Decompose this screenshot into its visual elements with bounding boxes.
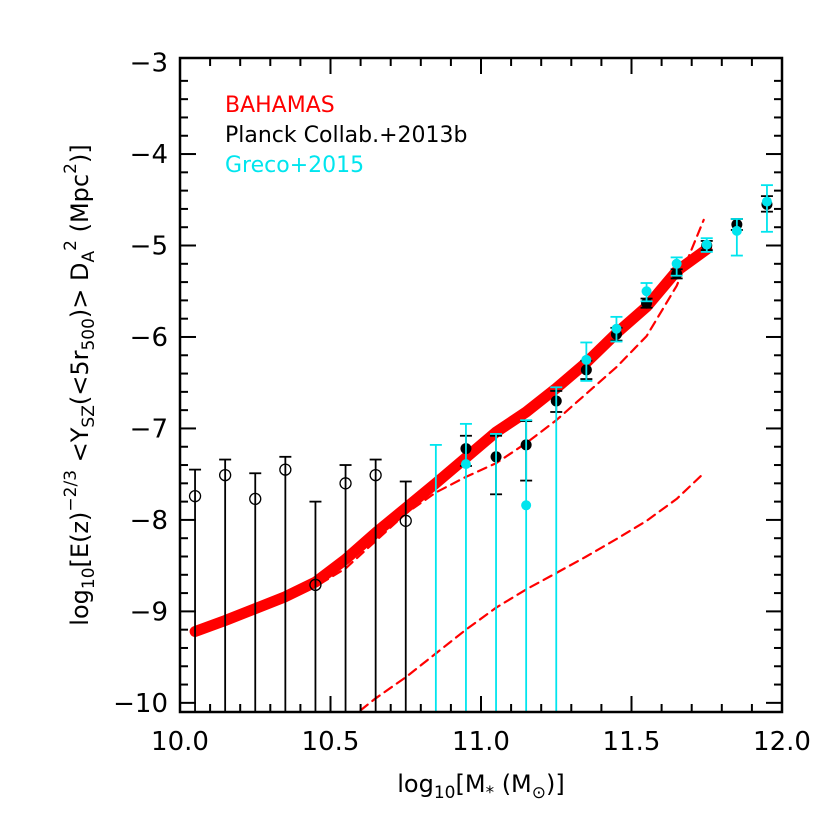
greco-point [611, 323, 622, 334]
greco-point [731, 225, 742, 236]
x-axis-title: log10[M* (M⊙)] [397, 770, 565, 803]
x-tick-label: 10.5 [302, 727, 360, 757]
y-tick-label: −10 [113, 689, 168, 719]
y-tick-label: −6 [130, 323, 168, 353]
legend-entry-planck: Planck Collab.+2013b [225, 123, 468, 148]
planck-point [249, 492, 262, 506]
x-tick-label: 12.0 [753, 727, 811, 757]
greco-point [701, 239, 712, 250]
ticks-layer: 10.0 10.5 11.0 11.5 12.0 −10 −9 −8 −7 −6 −5 −4 −3 [113, 49, 811, 757]
legend-entry-greco: Greco+2015 [225, 153, 364, 178]
greco-point [460, 459, 471, 470]
planck-point [339, 477, 352, 490]
planck-point [369, 468, 382, 482]
y-tick-label: −8 [130, 506, 168, 536]
x-tick-label: 11.0 [452, 727, 510, 757]
bahamas-dashed-line [263, 218, 705, 607]
bahamas-line [189, 243, 713, 637]
y-tick-label: −9 [130, 597, 168, 627]
y-axis-title: log10[E(z)−2/3 <YSZ(<5r500)> DA2 (Mpc2)] [61, 144, 99, 625]
y-tick-label: −7 [130, 414, 168, 444]
greco-point [641, 286, 652, 297]
greco-point [671, 258, 682, 269]
planck-point [218, 468, 232, 482]
x-tick-label: 11.5 [603, 727, 661, 757]
y-tick-label: −4 [130, 140, 168, 170]
greco-point [581, 354, 592, 365]
greco-point [761, 196, 772, 207]
y-tick-label: −5 [130, 232, 168, 262]
legend-entry-bahamas: BAHAMAS [225, 93, 335, 118]
planck-point [641, 297, 653, 309]
legend: BAHAMAS Planck Collab.+2013b Greco+2015 [225, 93, 468, 178]
planck-point [309, 578, 322, 592]
y-tick-label: −3 [130, 49, 168, 79]
data-layer [188, 184, 773, 712]
planck-point [188, 489, 202, 503]
greco-point [521, 500, 532, 511]
planck-point [399, 514, 412, 527]
planck-point [279, 463, 292, 476]
x-tick-label: 10.0 [151, 727, 209, 757]
